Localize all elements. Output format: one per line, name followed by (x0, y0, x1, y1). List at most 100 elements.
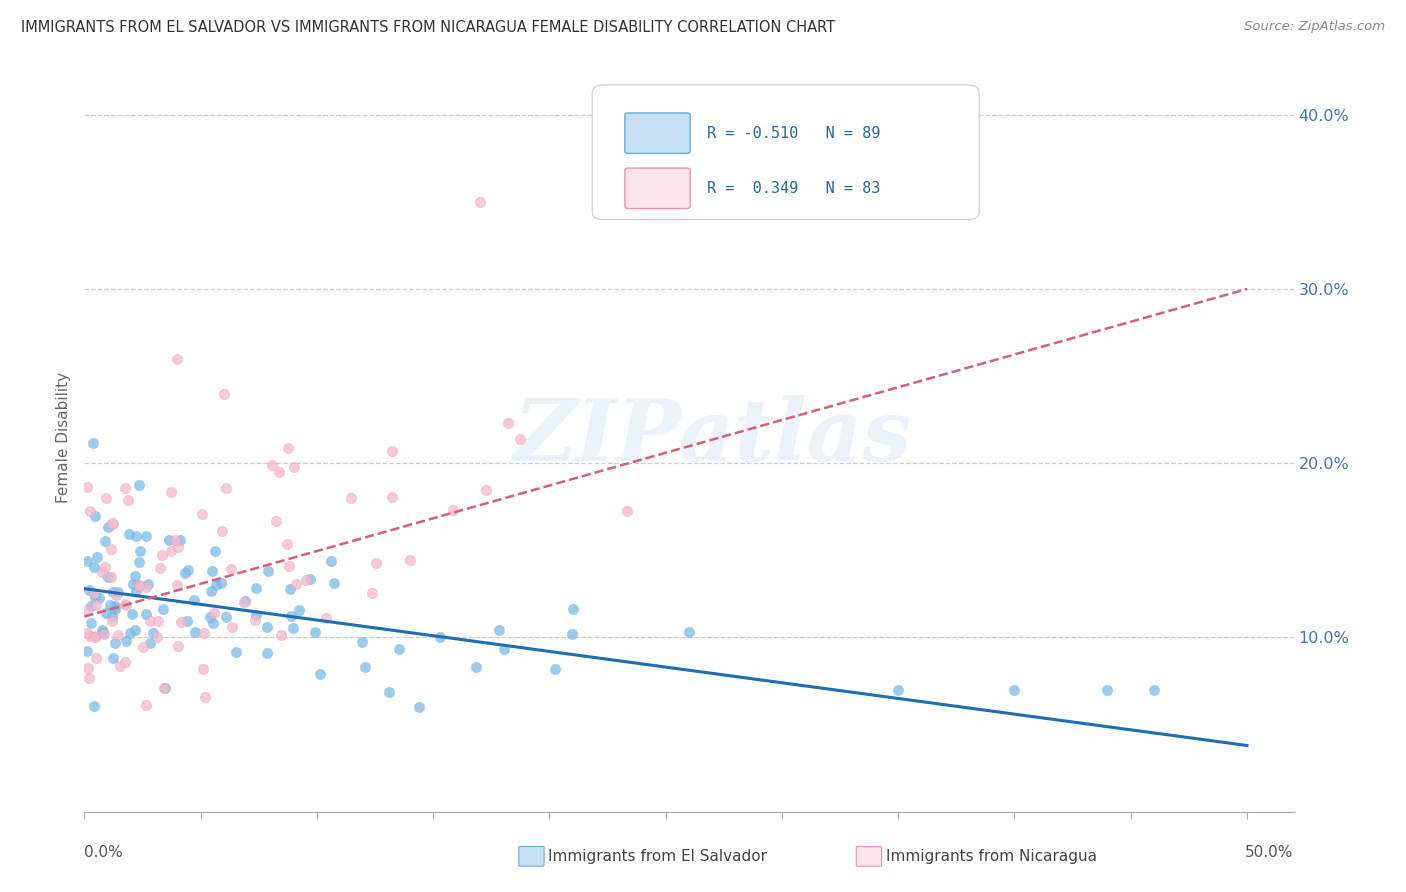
Point (76, 603, 98, 617)
Point (205, 577, 228, 591)
Point (193, 626, 215, 640)
Text: 0.0%: 0.0% (84, 846, 124, 861)
Point (101, 650, 124, 665)
Point (150, 548, 173, 562)
Point (159, 544, 181, 558)
Point (184, 625, 207, 640)
Point (104, 588, 127, 602)
Point (166, 578, 188, 592)
Point (399, 553, 422, 567)
Text: Immigrants from Nicaragua: Immigrants from Nicaragua (886, 849, 1097, 863)
Point (77, 660, 100, 674)
Point (201, 616, 224, 631)
Point (125, 584, 148, 599)
Point (90, 623, 112, 637)
Point (83, 630, 105, 644)
Text: Source: ZipAtlas.com: Source: ZipAtlas.com (1244, 20, 1385, 33)
Point (97, 570, 120, 584)
Point (1097, 682, 1119, 697)
Point (79, 671, 101, 685)
Point (101, 608, 124, 623)
Point (299, 572, 322, 586)
Point (84, 508, 107, 523)
Point (283, 460, 305, 475)
Point (114, 481, 136, 495)
Point (278, 558, 301, 573)
Point (278, 582, 301, 597)
Point (100, 570, 122, 584)
FancyBboxPatch shape (592, 85, 979, 219)
Point (100, 541, 122, 556)
Point (84, 598, 107, 612)
Point (245, 582, 267, 596)
Point (76, 480, 98, 494)
Point (114, 656, 136, 670)
Point (543, 662, 565, 676)
FancyBboxPatch shape (624, 168, 690, 209)
Y-axis label: Female Disability: Female Disability (56, 371, 72, 503)
Text: 50.0%: 50.0% (1246, 846, 1294, 861)
Point (378, 685, 401, 699)
Point (309, 666, 332, 681)
Point (129, 543, 152, 558)
Point (97, 519, 120, 533)
Point (284, 577, 307, 591)
Point (128, 478, 150, 492)
Point (211, 524, 233, 538)
Point (170, 615, 193, 629)
Point (169, 533, 191, 548)
Point (191, 507, 214, 521)
Point (678, 625, 700, 640)
Point (135, 580, 157, 594)
Point (124, 623, 146, 637)
Point (1143, 682, 1166, 697)
Point (245, 607, 267, 622)
Point (128, 579, 150, 593)
Point (174, 566, 197, 580)
Point (225, 645, 247, 659)
Point (87, 591, 110, 605)
Point (488, 623, 510, 637)
Point (82, 436, 104, 450)
Point (288, 603, 311, 617)
Point (215, 609, 238, 624)
Point (152, 601, 174, 615)
Point (121, 577, 143, 591)
Point (86, 549, 108, 564)
Point (562, 602, 585, 616)
Point (79, 629, 101, 643)
Text: R =  0.349   N = 83: R = 0.349 N = 83 (707, 181, 880, 196)
Point (464, 659, 486, 673)
Point (135, 529, 157, 543)
Point (295, 573, 318, 587)
Point (616, 503, 638, 517)
Point (107, 585, 129, 599)
Point (561, 626, 583, 640)
Point (176, 615, 198, 629)
Point (260, 458, 283, 472)
Point (152, 681, 174, 696)
Point (104, 599, 127, 614)
Text: IMMIGRANTS FROM EL SALVADOR VS IMMIGRANTS FROM NICARAGUA FEMALE DISABILITY CORRE: IMMIGRANTS FROM EL SALVADOR VS IMMIGRANT… (21, 20, 835, 35)
Point (354, 659, 377, 673)
Point (887, 682, 910, 697)
Point (339, 491, 361, 505)
Point (408, 699, 430, 714)
Point (94, 606, 117, 620)
Point (155, 681, 177, 695)
Point (468, 194, 491, 209)
Point (77, 583, 100, 598)
Point (101, 614, 124, 628)
Point (76, 626, 98, 640)
Point (136, 576, 159, 591)
Point (80, 616, 103, 631)
Point (194, 690, 217, 705)
Point (120, 626, 142, 640)
Point (350, 634, 373, 648)
Point (94, 491, 117, 505)
Point (146, 631, 169, 645)
Point (177, 563, 200, 577)
Point (93, 627, 115, 641)
Point (128, 578, 150, 592)
Point (257, 564, 280, 578)
